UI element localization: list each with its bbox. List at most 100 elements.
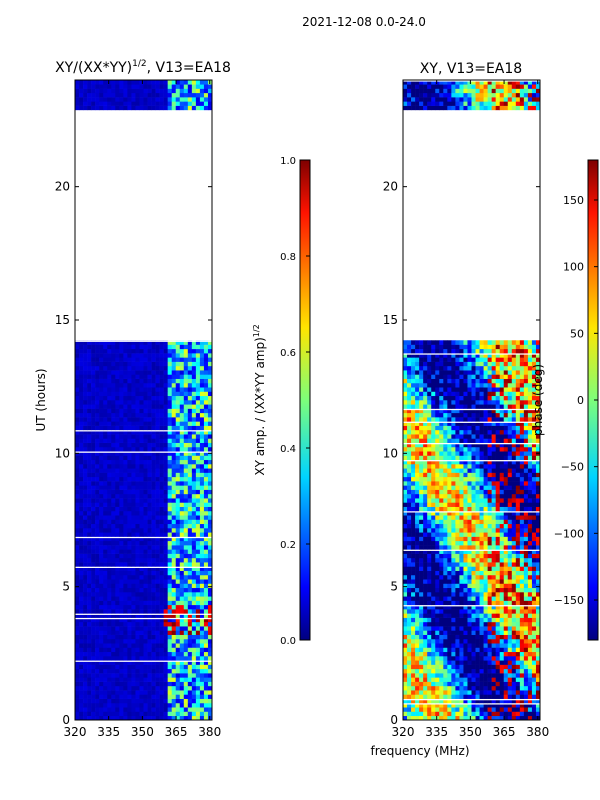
heatmap-cell xyxy=(171,630,177,635)
heatmap-cell xyxy=(403,574,408,580)
heatmap-cell xyxy=(175,621,181,627)
heatmap-cell xyxy=(107,395,112,401)
heatmap-cell xyxy=(115,647,120,653)
heatmap-cell xyxy=(115,515,120,520)
heatmap-cell xyxy=(75,429,80,435)
heatmap-cell xyxy=(115,101,120,106)
heatmap-cell xyxy=(87,673,92,678)
heatmap-cell xyxy=(155,621,160,627)
heatmap-cell xyxy=(191,681,197,687)
heatmap-cell xyxy=(143,408,148,414)
heatmap-cell xyxy=(75,515,80,520)
heatmap-cell xyxy=(179,536,185,542)
heatmap-cell xyxy=(135,694,140,699)
heatmap-cell xyxy=(139,97,144,102)
heatmap-cell xyxy=(495,621,501,627)
heatmap-cell xyxy=(187,570,193,576)
heatmap-cell xyxy=(455,574,460,580)
heatmap-cell xyxy=(95,596,100,601)
heatmap-cell xyxy=(203,468,209,473)
heatmap-cell xyxy=(531,536,537,542)
heatmap-cell xyxy=(207,519,212,525)
heatmap-cell xyxy=(527,587,533,593)
heatmap-cell xyxy=(507,664,513,670)
heatmap-cell xyxy=(151,489,156,495)
heatmap-cell xyxy=(435,626,440,631)
heatmap-cell xyxy=(139,673,144,678)
heatmap-cell xyxy=(435,587,440,593)
heatmap-cell xyxy=(523,681,529,687)
heatmap-cell xyxy=(151,557,156,563)
heatmap-cell xyxy=(143,715,148,720)
heatmap-cell xyxy=(471,651,476,657)
heatmap-cell xyxy=(407,596,412,601)
heatmap-cell xyxy=(123,685,128,691)
heatmap-cell xyxy=(447,694,452,699)
heatmap-cell xyxy=(471,702,476,708)
heatmap-cell xyxy=(183,451,189,456)
heatmap-cell xyxy=(139,412,144,418)
heatmap-cell xyxy=(163,361,168,367)
heatmap-cell xyxy=(183,105,189,111)
heatmap-cell xyxy=(439,630,444,635)
heatmap-cell xyxy=(195,600,201,606)
heatmap-cell xyxy=(95,365,100,371)
heatmap-cell xyxy=(127,532,132,537)
heatmap-cell xyxy=(111,472,116,478)
heatmap-cell xyxy=(191,707,197,712)
heatmap-cell xyxy=(107,476,112,482)
heatmap-cell xyxy=(447,651,452,657)
heatmap-cell xyxy=(127,583,132,589)
heatmap-cell xyxy=(183,455,189,461)
heatmap-cell xyxy=(111,707,116,712)
heatmap-cell xyxy=(479,617,484,623)
heatmap-cell xyxy=(411,677,416,682)
heatmap-cell xyxy=(415,715,420,720)
heatmap-cell xyxy=(159,378,164,384)
heatmap-cell xyxy=(423,694,428,699)
heatmap-cell xyxy=(99,408,104,414)
heatmap-cell xyxy=(183,694,189,699)
heatmap-cell xyxy=(483,609,488,614)
heatmap-cell xyxy=(515,540,521,546)
heatmap-cell xyxy=(423,600,428,606)
heatmap-cell xyxy=(403,698,408,704)
heatmap-cell xyxy=(111,357,116,362)
heatmap-cell xyxy=(191,711,197,717)
heatmap-cell xyxy=(143,579,148,584)
heatmap-cell xyxy=(471,707,476,712)
heatmap-cell xyxy=(75,596,80,601)
heatmap-cell xyxy=(83,643,88,648)
heatmap-cell xyxy=(475,557,480,563)
heatmap-cell xyxy=(183,464,189,469)
heatmap-cell xyxy=(119,536,124,542)
heatmap-cell xyxy=(123,681,128,687)
heatmap-cell xyxy=(99,549,104,554)
heatmap-cell xyxy=(195,417,201,422)
heatmap-cell xyxy=(167,97,173,102)
heatmap-cell xyxy=(511,664,517,670)
heatmap-cell xyxy=(495,566,501,571)
heatmap-cell xyxy=(207,656,212,661)
heatmap-cell xyxy=(191,353,197,358)
heatmap-cell xyxy=(135,357,140,362)
heatmap-cell xyxy=(83,97,88,102)
heatmap-cell xyxy=(507,549,513,554)
heatmap-cell xyxy=(123,344,128,350)
x-tick-label: 365 xyxy=(165,725,188,739)
heatmap-cell xyxy=(435,643,440,648)
heatmap-cell xyxy=(103,101,108,106)
heatmap-cell xyxy=(183,510,189,516)
heatmap-cell xyxy=(499,664,505,670)
heatmap-cell xyxy=(491,664,496,670)
heatmap-cell xyxy=(139,353,144,358)
heatmap-cell xyxy=(79,340,84,345)
heatmap-cell xyxy=(171,459,177,465)
heatmap-cell xyxy=(487,638,492,644)
heatmap-cell xyxy=(87,80,92,85)
heatmap-cell xyxy=(131,528,136,533)
heatmap-cell xyxy=(443,656,448,661)
heatmap-cell xyxy=(447,690,452,695)
heatmap-cell xyxy=(95,468,100,473)
heatmap-cell xyxy=(103,365,108,371)
